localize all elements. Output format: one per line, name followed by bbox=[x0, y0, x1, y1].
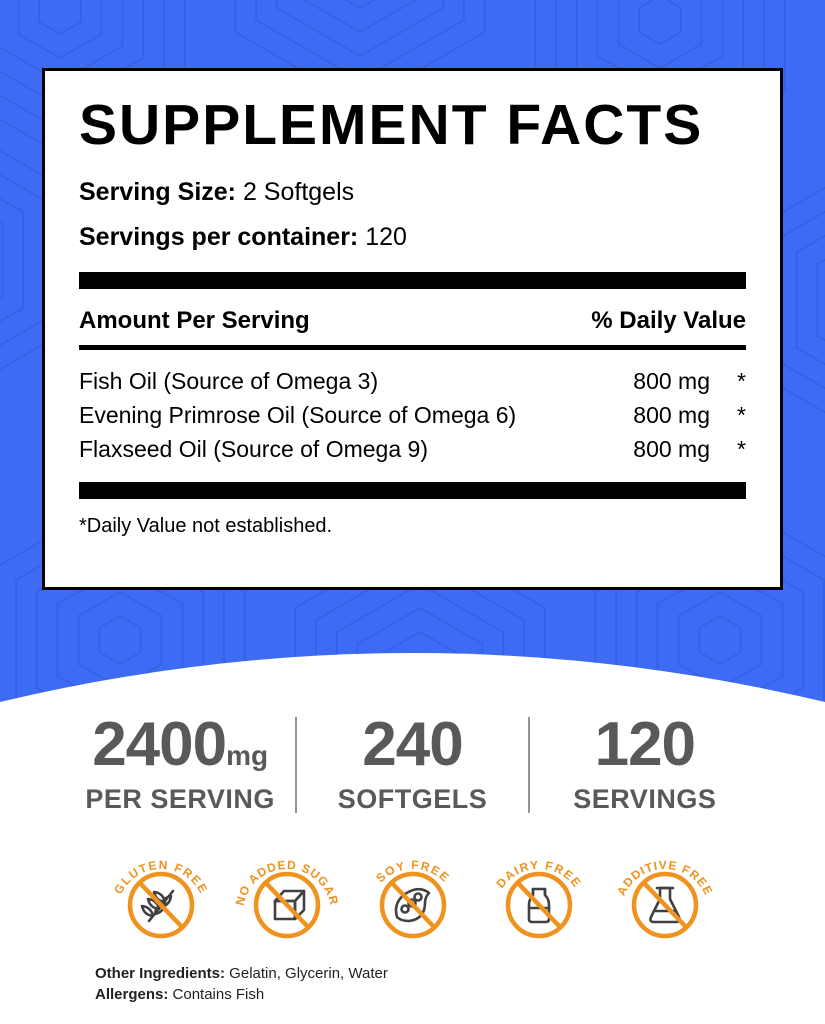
daily-value-header: % Daily Value bbox=[591, 307, 746, 334]
servings-per-container-line: Servings per container: 120 bbox=[79, 223, 746, 252]
divider-bar-top bbox=[79, 272, 746, 289]
badges-row: GLUTEN FREE NO bbox=[103, 833, 723, 951]
svg-text:SOY FREE: SOY FREE bbox=[373, 858, 452, 885]
serving-size-line: Serving Size: 2 Softgels bbox=[79, 178, 746, 207]
bottom-section: 2400mg PER SERVING 240 SOFTGELS 120 S bbox=[0, 640, 825, 1024]
table-row: Flaxseed Oil (Source of Omega 9) 800 mg … bbox=[79, 432, 746, 466]
stats-row: 2400mg PER SERVING 240 SOFTGELS 120 S bbox=[65, 714, 760, 815]
stat-label: PER SERVING bbox=[85, 784, 275, 814]
allergens-value: Contains Fish bbox=[168, 986, 265, 1003]
stat-unit: mg bbox=[226, 740, 269, 771]
nutrient-amount: 800 mg bbox=[633, 436, 710, 462]
svg-text:ADDITIVE FREE: ADDITIVE FREE bbox=[614, 858, 716, 898]
stat-value-line: 120 bbox=[530, 714, 760, 776]
daily-value-footnote: *Daily Value not established. bbox=[79, 515, 333, 537]
other-ingredients-label: Other Ingredients: bbox=[95, 965, 226, 982]
servings-per-container-value: 120 bbox=[358, 223, 407, 251]
serving-size-label: Serving Size: bbox=[79, 178, 236, 206]
nutrient-dv: * bbox=[737, 436, 746, 462]
stat-label: SOFTGELS bbox=[337, 784, 488, 814]
curved-edge bbox=[0, 653, 825, 720]
nutrient-dv: * bbox=[737, 402, 746, 428]
badge-soy-free: SOY FREE bbox=[373, 858, 452, 939]
stat-value-line: 2400mg bbox=[65, 714, 295, 776]
nutrient-name: Flaxseed Oil (Source of Omega 9) bbox=[79, 436, 428, 462]
badge-dairy-free: DAIRY FREE bbox=[493, 858, 583, 939]
servings-per-container-label: Servings per container: bbox=[79, 223, 359, 251]
other-ingredients-value: Gelatin, Glycerin, Water bbox=[225, 965, 388, 982]
badge-arc-label: GLUTEN FREE bbox=[111, 858, 209, 897]
stat-divider bbox=[527, 716, 530, 813]
table-row: Evening Primrose Oil (Source of Omega 6)… bbox=[79, 398, 746, 432]
divider-bar-bottom bbox=[79, 482, 746, 499]
allergens-line: Allergens: Contains Fish bbox=[95, 986, 825, 1003]
badge-arc-label: ADDITIVE FREE bbox=[614, 858, 715, 898]
stat-per-serving: 2400mg PER SERVING bbox=[65, 714, 295, 815]
stat-value-line: 240 bbox=[297, 714, 527, 776]
nutrient-rows: Fish Oil (Source of Omega 3) 800 mg * Ev… bbox=[79, 350, 746, 466]
nutrient-name: Fish Oil (Source of Omega 3) bbox=[79, 368, 379, 394]
stat-value: 2400 bbox=[92, 710, 227, 779]
bottom-content: 2400mg PER SERVING 240 SOFTGELS 120 S bbox=[0, 714, 825, 1004]
badge-additive-free: ADDITIVE FREE bbox=[614, 858, 716, 939]
supplement-facts-panel: SUPPLEMENT FACTS Serving Size: 2 Softgel… bbox=[42, 68, 783, 590]
stat-divider bbox=[295, 716, 298, 813]
badge-no-added-sugar: NO ADDED SUGAR bbox=[232, 858, 341, 939]
badge-arc-label: SOY FREE bbox=[373, 858, 451, 885]
stat-value: 240 bbox=[362, 710, 463, 779]
wheat-icon bbox=[140, 889, 174, 923]
other-ingredients-line: Other Ingredients: Gelatin, Glycerin, Wa… bbox=[95, 965, 825, 982]
table-row: Fish Oil (Source of Omega 3) 800 mg * bbox=[79, 364, 746, 398]
badge-arc-label: NO ADDED SUGAR bbox=[232, 858, 340, 907]
amount-per-serving-header: Amount Per Serving bbox=[79, 307, 310, 334]
svg-text:GLUTEN FREE: GLUTEN FREE bbox=[111, 858, 211, 897]
serving-size-value: 2 Softgels bbox=[236, 178, 355, 206]
nutrient-name: Evening Primrose Oil (Source of Omega 6) bbox=[79, 402, 517, 428]
panel-title: SUPPLEMENT FACTS bbox=[79, 93, 704, 157]
nutrient-dv: * bbox=[737, 368, 746, 394]
allergens-label: Allergens: bbox=[95, 986, 169, 1003]
stat-value: 120 bbox=[594, 710, 696, 779]
stat-label: SERVINGS bbox=[573, 784, 717, 814]
footer-text: Other Ingredients: Gelatin, Glycerin, Wa… bbox=[95, 965, 825, 1003]
stat-softgels: 240 SOFTGELS bbox=[297, 714, 527, 815]
badge-gluten-free: GLUTEN FREE bbox=[111, 858, 211, 939]
nutrient-amount: 800 mg bbox=[633, 402, 710, 428]
svg-text:NO ADDED SUGAR: NO ADDED SUGAR bbox=[232, 858, 341, 907]
nutrient-amount: 800 mg bbox=[633, 368, 710, 394]
stat-servings: 120 SERVINGS bbox=[530, 714, 760, 815]
bottom-background bbox=[0, 719, 825, 1024]
table-header-row: Amount Per Serving % Daily Value bbox=[79, 289, 746, 350]
